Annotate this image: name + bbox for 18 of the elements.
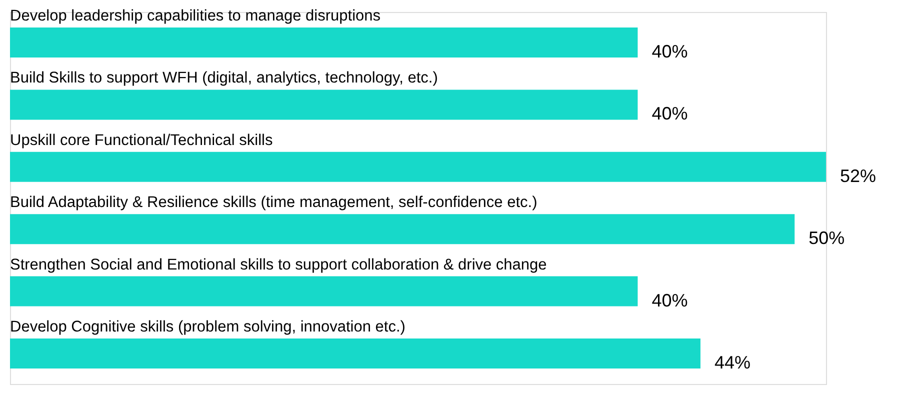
bar [10, 27, 638, 58]
bar [10, 276, 638, 306]
y-tick-label: Build Adaptability & Resilience skills (time management, self-confidence etc.) [10, 194, 538, 212]
bar [10, 338, 700, 369]
data-label: 50% [808, 228, 845, 248]
data-label: 40% [652, 104, 688, 124]
bar [10, 214, 795, 244]
y-tick-label: Develop Cognitive skills (problem solving, innovation etc.) [10, 318, 406, 336]
data-label: 44% [714, 352, 750, 373]
y-tick-label: Build Skills to support WFH (digital, analytics, technology, etc.) [10, 70, 438, 87]
bar [10, 152, 826, 182]
y-tick-label: Develop leadership capabilities to manage disruptions [10, 7, 381, 24]
data-label: 40% [652, 41, 688, 62]
bar [10, 90, 638, 120]
data-label: 52% [840, 166, 876, 186]
y-tick-label: Strengthen Social and Emotional skills to support collaboration & drive change [10, 256, 547, 274]
y-tick-label: Upskill core Functional/Technical skills [10, 132, 273, 149]
data-label: 40% [652, 290, 688, 310]
